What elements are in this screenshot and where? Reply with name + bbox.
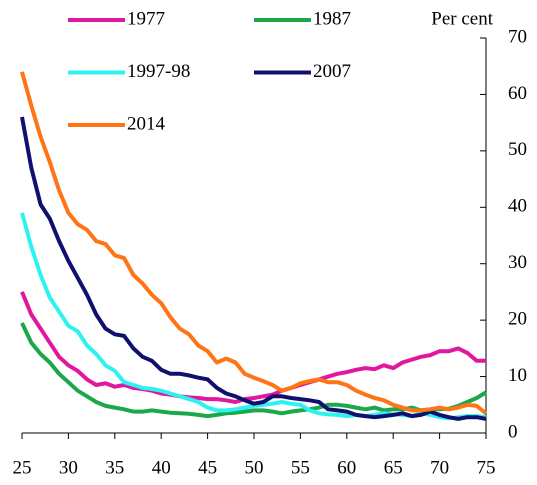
y-tick-label: 30 [508, 252, 527, 273]
x-tick-label: 25 [13, 457, 32, 478]
x-tick-label: 75 [477, 457, 496, 478]
y-tick-label: 40 [508, 196, 527, 217]
legend-label: 2007 [313, 61, 351, 82]
x-tick-label: 30 [59, 457, 78, 478]
legend-label: 1977 [127, 8, 165, 29]
legend-label: 1987 [313, 8, 351, 29]
x-tick-label: 50 [245, 457, 264, 478]
y-tick-label: 60 [508, 83, 527, 104]
x-tick-label: 55 [291, 457, 310, 478]
series-line [20, 116, 487, 421]
x-tick-label: 40 [152, 457, 171, 478]
x-tick-label: 60 [337, 457, 356, 478]
y-axis-label: Per cent [431, 8, 493, 29]
x-tick-label: 65 [384, 457, 403, 478]
y-tick-label: 70 [508, 26, 527, 47]
y-tick-label: 50 [508, 139, 527, 160]
legend-label: 1997-98 [127, 61, 190, 82]
series-line [20, 291, 486, 404]
legend-label: 2014 [127, 113, 166, 134]
x-tick-label: 70 [430, 457, 449, 478]
x-tick-label: 45 [198, 457, 217, 478]
series-line [20, 212, 487, 421]
y-tick-label: 0 [508, 421, 518, 442]
y-tick-label: 20 [508, 309, 527, 330]
series-line [20, 71, 488, 415]
y-tick-label: 10 [508, 365, 527, 386]
x-tick-label: 35 [105, 457, 124, 478]
